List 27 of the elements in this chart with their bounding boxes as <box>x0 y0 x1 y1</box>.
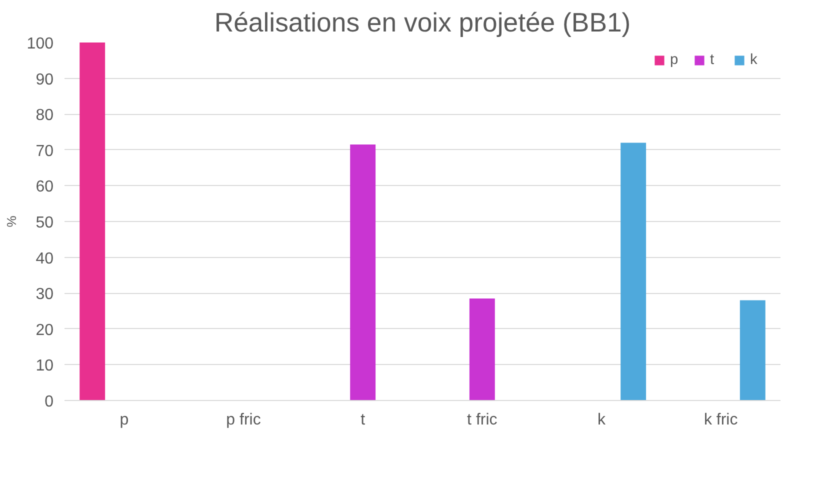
x-tick-label: k <box>598 412 606 428</box>
y-tick-label: 60 <box>36 178 54 196</box>
y-tick-label: 70 <box>36 142 54 160</box>
y-tick-label: 0 <box>44 394 54 410</box>
y-tick-label: 40 <box>36 250 54 268</box>
legend-label: p <box>670 52 680 68</box>
y-tick-label: 30 <box>36 286 54 304</box>
y-axis-title: % <box>4 215 19 228</box>
y-tick-label: 20 <box>36 322 54 339</box>
x-tick-label: t fric <box>467 412 498 428</box>
y-tick-label: 90 <box>36 71 54 88</box>
y-tick-label: 10 <box>36 358 54 375</box>
y-tick-label: 50 <box>36 214 54 232</box>
legend-label: k <box>750 52 758 68</box>
bar <box>80 42 106 400</box>
bar <box>469 298 495 400</box>
bar <box>620 142 646 400</box>
chart-title: Réalisations en voix projetée (BB1) <box>214 8 631 38</box>
y-tick-label: 80 <box>36 107 54 124</box>
y-tick-label: 100 <box>26 36 54 52</box>
bar <box>740 300 766 400</box>
bar <box>350 144 376 400</box>
legend-label: t <box>710 52 716 68</box>
x-tick-label: p fric <box>226 412 261 428</box>
x-tick-label: k fric <box>704 412 738 428</box>
x-tick-label: p <box>120 412 129 428</box>
x-tick-label: t <box>360 412 366 428</box>
